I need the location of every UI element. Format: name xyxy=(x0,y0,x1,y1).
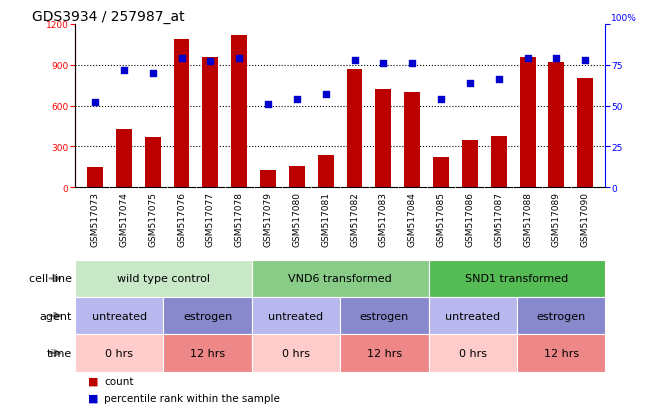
Bar xyxy=(433,158,449,188)
Text: GSM517074: GSM517074 xyxy=(119,192,128,246)
Text: wild type control: wild type control xyxy=(117,274,210,284)
Point xyxy=(320,92,331,98)
Point xyxy=(580,57,590,64)
Bar xyxy=(289,166,305,188)
Text: VND6 transformed: VND6 transformed xyxy=(288,274,392,284)
Point xyxy=(378,61,389,67)
Bar xyxy=(346,70,363,188)
Bar xyxy=(577,79,593,188)
Bar xyxy=(340,297,428,335)
Text: 0 hrs: 0 hrs xyxy=(459,348,487,358)
Point xyxy=(407,61,417,67)
Bar xyxy=(462,140,478,188)
Text: untreated: untreated xyxy=(92,311,146,321)
Bar xyxy=(116,129,132,188)
Text: GSM517077: GSM517077 xyxy=(206,192,215,247)
Text: ■: ■ xyxy=(88,393,102,403)
Point xyxy=(118,67,129,74)
Bar xyxy=(517,297,605,335)
Text: time: time xyxy=(46,348,72,358)
Text: GSM517079: GSM517079 xyxy=(264,192,273,247)
Text: 0 hrs: 0 hrs xyxy=(282,348,310,358)
Text: GSM517084: GSM517084 xyxy=(408,192,417,246)
Bar xyxy=(202,57,218,188)
Bar xyxy=(428,260,605,297)
Text: 100%: 100% xyxy=(611,14,637,23)
Point xyxy=(148,70,158,77)
Bar xyxy=(75,335,163,372)
Text: 12 hrs: 12 hrs xyxy=(190,348,225,358)
Bar xyxy=(252,297,340,335)
Point xyxy=(176,56,187,62)
Point xyxy=(263,102,273,108)
Text: GSM517080: GSM517080 xyxy=(292,192,301,247)
Text: GSM517087: GSM517087 xyxy=(494,192,503,247)
Point xyxy=(234,56,244,62)
Text: estrogen: estrogen xyxy=(183,311,232,321)
Bar xyxy=(252,260,428,297)
Text: GSM517078: GSM517078 xyxy=(235,192,243,247)
Bar xyxy=(549,63,564,188)
Text: agent: agent xyxy=(39,311,72,321)
Text: GSM517076: GSM517076 xyxy=(177,192,186,247)
Text: estrogen: estrogen xyxy=(536,311,586,321)
Text: GSM517073: GSM517073 xyxy=(90,192,100,247)
Bar xyxy=(428,335,517,372)
Bar xyxy=(517,335,605,372)
Bar xyxy=(491,136,506,188)
Bar xyxy=(252,335,340,372)
Bar xyxy=(145,138,161,188)
Bar xyxy=(163,335,252,372)
Text: GDS3934 / 257987_at: GDS3934 / 257987_at xyxy=(33,10,185,24)
Point xyxy=(90,100,100,107)
Point xyxy=(551,56,562,62)
Bar xyxy=(163,297,252,335)
Text: GSM517075: GSM517075 xyxy=(148,192,158,247)
Bar xyxy=(376,90,391,188)
Bar xyxy=(340,335,428,372)
Text: GSM517082: GSM517082 xyxy=(350,192,359,246)
Text: untreated: untreated xyxy=(268,311,324,321)
Bar xyxy=(519,57,536,188)
Text: cell line: cell line xyxy=(29,274,72,284)
Bar xyxy=(428,297,517,335)
Text: GSM517083: GSM517083 xyxy=(379,192,388,247)
Text: 12 hrs: 12 hrs xyxy=(367,348,402,358)
Text: GSM517089: GSM517089 xyxy=(552,192,561,247)
Point xyxy=(205,59,215,66)
Text: count: count xyxy=(104,376,133,386)
Bar xyxy=(87,168,103,188)
Point xyxy=(292,97,302,103)
Text: 12 hrs: 12 hrs xyxy=(544,348,579,358)
Text: GSM517090: GSM517090 xyxy=(581,192,590,247)
Point xyxy=(493,77,504,83)
Bar xyxy=(75,297,163,335)
Bar xyxy=(75,260,252,297)
Text: GSM517081: GSM517081 xyxy=(321,192,330,247)
Text: estrogen: estrogen xyxy=(360,311,409,321)
Text: SND1 transformed: SND1 transformed xyxy=(465,274,568,284)
Bar xyxy=(231,36,247,188)
Text: GSM517088: GSM517088 xyxy=(523,192,532,247)
Text: untreated: untreated xyxy=(445,311,501,321)
Text: GSM517086: GSM517086 xyxy=(465,192,475,247)
Point xyxy=(522,56,533,62)
Text: GSM517085: GSM517085 xyxy=(437,192,445,247)
Bar xyxy=(174,40,189,188)
Bar xyxy=(404,93,420,188)
Point xyxy=(465,80,475,87)
Text: percentile rank within the sample: percentile rank within the sample xyxy=(104,393,280,403)
Point xyxy=(350,57,360,64)
Bar xyxy=(318,155,334,188)
Text: ■: ■ xyxy=(88,376,102,386)
Text: 0 hrs: 0 hrs xyxy=(105,348,133,358)
Point xyxy=(436,97,447,103)
Bar xyxy=(260,170,276,188)
